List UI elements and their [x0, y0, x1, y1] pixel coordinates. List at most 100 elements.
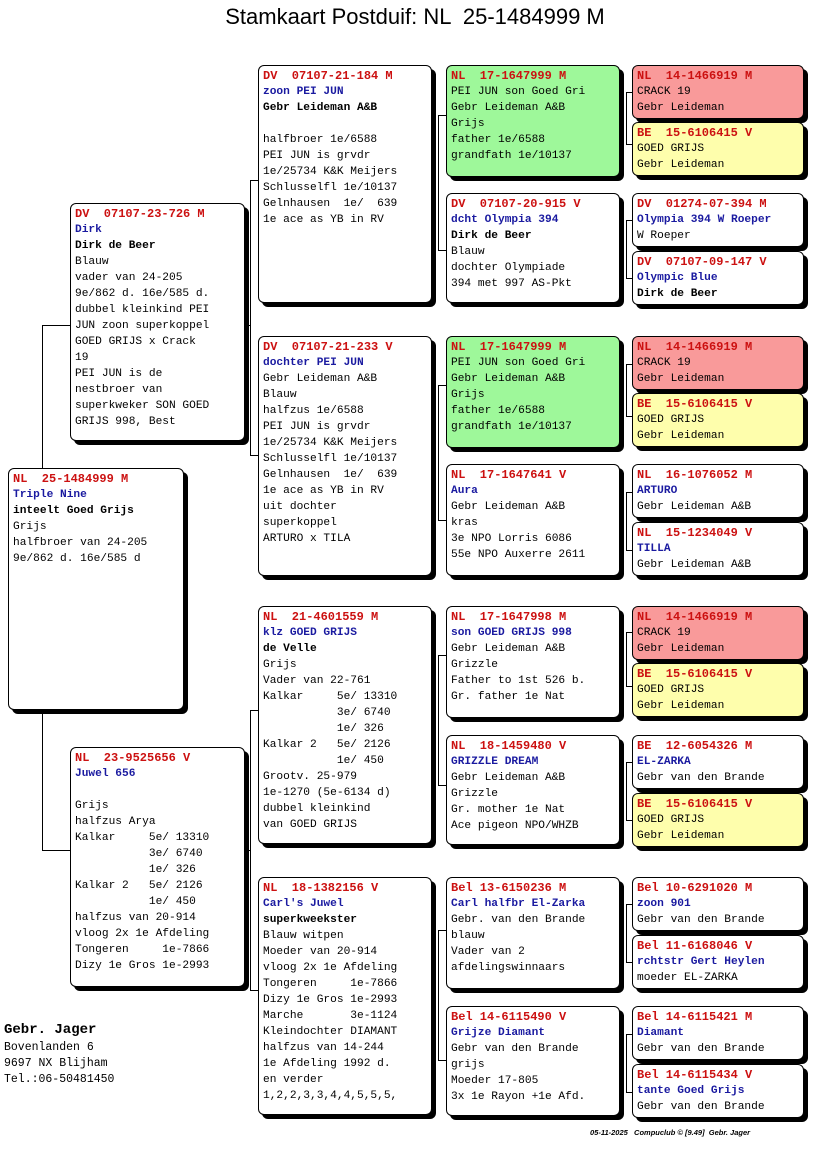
breeder-name: Gebr. Jager — [4, 1022, 97, 1038]
card-line: Juwel 656 — [75, 768, 136, 780]
card-line: GOED GRIJS — [637, 143, 705, 155]
card-line: dochter Olympiade — [451, 262, 566, 274]
pedigree-card-sire[interactable]: DV 07107-23-726 M Dirk Dirk de Beer Blauw va… — [70, 203, 245, 441]
card-line: Grijs — [451, 389, 485, 401]
card-line: 1e-1270 (5e-6134 d) — [263, 787, 391, 799]
pedigree-card-ssd[interactable]: DV 07107-20-915 V dcht Olympia 394 Dirk de… — [446, 193, 620, 303]
card-line: vloog 2x 1e Afdeling — [263, 962, 398, 974]
pedigree-card-g5[interactable]: NL 14-1466919 M CRACK 19 Gebr Leideman — [632, 336, 804, 390]
card-line: Gebr Leideman — [637, 643, 725, 655]
card-line — [75, 782, 240, 798]
ring-number: NL 18-1382156 V — [263, 881, 379, 895]
card-line: Gr. father 1e Nat — [451, 691, 566, 703]
pedigree-card-sire-sire[interactable]: DV 07107-21-184 M zoon PEI JUN Gebr Leidem… — [258, 65, 432, 303]
card-line: dcht Olympia 394 — [451, 214, 559, 226]
pedigree-card-subject[interactable]: NL 25-1484999 M Triple Nine inteelt Goed G… — [8, 468, 184, 710]
card-line: kras — [451, 517, 478, 529]
card-line: dubbel kleinkind PEI — [75, 304, 210, 316]
card-line: EL-ZARKA — [637, 756, 691, 768]
pedigree-card-sire-dam[interactable]: DV 07107-21-233 V dochter PEI JUN Gebr Lei… — [258, 336, 432, 576]
pedigree-card-dam[interactable]: NL 23-9525656 V Juwel 656 Grijs halfzus Ary… — [70, 747, 245, 987]
card-line: Blauw witpen — [263, 930, 344, 942]
pedigree-card-sds[interactable]: NL 17-1647999 M PEI JUN son Goed Gri Gebr … — [446, 336, 620, 448]
card-line: Vader van 22-761 — [263, 675, 371, 687]
pedigree-card-g15[interactable]: Bel 14-6115421 M Diamant Gebr van den Bran… — [632, 1006, 804, 1060]
pedigree-card-dds[interactable]: Bel 13-6150236 M Carl halfbr El-Zarka Gebr… — [446, 877, 620, 989]
pedigree-card-g16[interactable]: Bel 14-6115434 V tante Goed Grijs Gebr van… — [632, 1064, 804, 1118]
card-line: Gebr Leideman A&B — [451, 643, 566, 655]
pedigree-card-ddd[interactable]: Bel 14-6115490 V Grijze Diamant Gebr van d… — [446, 1006, 620, 1116]
connector-line — [245, 325, 251, 326]
ring-number: DV 07107-21-233 V — [263, 340, 393, 354]
card-line: tante Goed Grijs — [637, 1085, 745, 1097]
pedigree-card-g12[interactable]: BE 15-6106415 V GOED GRIJS Gebr Leideman — [632, 793, 804, 847]
breeder-phone: Tel.:06-50481450 — [4, 1073, 115, 1086]
card-line: Gebr van den Brande — [637, 914, 765, 926]
connector-line — [626, 632, 632, 633]
card-line: PEI JUN is grvdr — [263, 421, 371, 433]
ring-number: NL 17-1647641 V — [451, 468, 567, 482]
card-line: dochter PEI JUN — [263, 357, 364, 369]
card-line: Gebr Leideman — [637, 700, 725, 712]
card-line: halfzus van 20-914 — [75, 912, 196, 924]
pedigree-card-g8[interactable]: NL 15-1234049 V TILLA Gebr Leideman A&B — [632, 522, 804, 576]
connector-line — [626, 364, 632, 365]
pedigree-card-g14[interactable]: Bel 11-6168046 V rchtstr Gert Heylen moede… — [632, 935, 804, 989]
pedigree-card-g9[interactable]: NL 14-1466919 M CRACK 19 Gebr Leideman — [632, 606, 804, 660]
connector-line — [626, 278, 632, 279]
card-line: Schlusselfl 1e/10137 — [263, 453, 398, 465]
pedigree-card-g2[interactable]: BE 15-6106415 V GOED GRIJS Gebr Leideman — [632, 122, 804, 176]
card-line: son GOED GRIJS 998 — [451, 627, 572, 639]
card-line: Aura — [451, 485, 478, 497]
pedigree-card-sss[interactable]: NL 17-1647999 M PEI JUN son Goed Gri Gebr … — [446, 65, 620, 177]
card-line: grijs — [451, 1059, 485, 1071]
card-line: dubbel kleinkind — [263, 803, 371, 815]
card-line: 1e/ 326 — [263, 723, 384, 735]
pedigree-card-g7[interactable]: NL 16-1076052 M ARTURO Gebr Leideman A&B — [632, 464, 804, 518]
pedigree-card-dam-sire[interactable]: NL 21-4601559 M klz GOED GRIJS de Velle Gri… — [258, 606, 432, 844]
connector-line — [626, 416, 632, 417]
connector-line — [626, 220, 632, 221]
connector-line — [438, 520, 446, 521]
ring-number: Bel 11-6168046 V — [637, 939, 753, 953]
connector-line — [438, 115, 439, 250]
card-line: superkoppel — [263, 517, 337, 529]
pedigree-card-g10[interactable]: BE 15-6106415 V GOED GRIJS Gebr Leideman — [632, 663, 804, 717]
pedigree-card-dam-dam[interactable]: NL 18-1382156 V Carl's Juwel superkweekste… — [258, 877, 432, 1115]
pedigree-card-sdd[interactable]: NL 17-1647641 V Aura Gebr Leideman A&B kras… — [446, 464, 620, 576]
card-line: GOED GRIJS — [637, 414, 705, 426]
connector-line — [438, 930, 446, 931]
card-line: grandfath 1e/10137 — [451, 150, 572, 162]
card-line: halfbroer 1e/6588 — [263, 134, 378, 146]
ring-number: BE 15-6106415 V — [637, 397, 753, 411]
pedigree-card-dsd[interactable]: NL 18-1459480 V GRIZZLE DREAM Gebr Leidema… — [446, 735, 620, 845]
card-line: Grizzle — [451, 659, 498, 671]
ring-number: NL 23-9525656 V — [75, 751, 191, 765]
connector-line — [245, 850, 251, 851]
pedigree-card-g6[interactable]: BE 15-6106415 V GOED GRIJS Gebr Leideman — [632, 393, 804, 447]
card-line: uit dochter — [263, 501, 337, 513]
card-line: Grijs — [451, 118, 485, 130]
pedigree-card-g4[interactable]: DV 07107-09-147 V Olympic Blue Dirk de Bee… — [632, 251, 804, 305]
pedigree-card-dss[interactable]: NL 17-1647998 M son GOED GRIJS 998 Gebr Le… — [446, 606, 620, 718]
card-line: 55e NPO Auxerre 2611 — [451, 549, 586, 561]
ring-number: Bel 13-6150236 M — [451, 881, 567, 895]
card-line: blauw — [451, 930, 485, 942]
connector-line — [626, 92, 627, 144]
card-line: Olympic Blue — [637, 272, 718, 284]
pedigree-card-g11[interactable]: BE 12-6054326 M EL-ZARKA Gebr van den Bran… — [632, 735, 804, 789]
connector-line — [626, 762, 627, 820]
card-line: Moeder 17-805 — [451, 1075, 539, 1087]
ring-number: NL 17-1647999 M — [451, 340, 567, 354]
card-line: halfbroer van 24-205 — [13, 537, 148, 549]
card-line: 1e/ 450 — [263, 755, 384, 767]
card-line: afdelingswinnaars — [451, 962, 566, 974]
pedigree-card-g13[interactable]: Bel 10-6291020 M zoon 901 Gebr van den Bra… — [632, 877, 804, 931]
pedigree-card-g1[interactable]: NL 14-1466919 M CRACK 19 Gebr Leideman — [632, 65, 804, 119]
card-line: Dizy 1e Gros 1e-2993 — [75, 960, 210, 972]
card-line: van GOED GRIJS — [263, 819, 357, 831]
card-line: CRACK 19 — [637, 86, 691, 98]
breeder-city: 9697 NX Blijham — [4, 1057, 108, 1070]
card-line: Ace pigeon NPO/WHZB — [451, 820, 579, 832]
pedigree-card-g3[interactable]: DV 01274-07-394 M Olympia 394 W Roeper W R… — [632, 193, 804, 247]
